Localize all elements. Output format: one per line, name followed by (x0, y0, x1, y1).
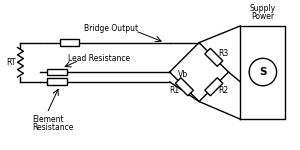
Text: Resistance: Resistance (32, 123, 74, 132)
Text: R2: R2 (218, 86, 229, 95)
Text: S: S (259, 67, 267, 77)
Circle shape (249, 58, 277, 86)
Text: RT: RT (6, 58, 15, 67)
Text: R1: R1 (169, 86, 180, 95)
Polygon shape (205, 48, 223, 66)
Text: R3: R3 (218, 49, 229, 58)
Text: Power: Power (251, 12, 274, 21)
Text: Vb: Vb (178, 69, 188, 78)
Polygon shape (175, 78, 194, 96)
Text: Element: Element (32, 115, 64, 124)
FancyBboxPatch shape (47, 78, 67, 85)
Polygon shape (205, 78, 223, 96)
Text: Lead Resistance: Lead Resistance (68, 54, 130, 63)
FancyBboxPatch shape (47, 69, 67, 75)
Text: Bridge Output: Bridge Output (84, 24, 138, 33)
FancyBboxPatch shape (60, 39, 79, 46)
Text: Supply: Supply (250, 4, 276, 13)
